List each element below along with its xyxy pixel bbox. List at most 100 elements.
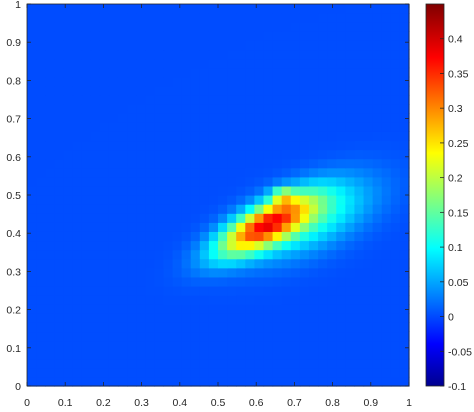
heatmap-cell	[36, 267, 46, 278]
heatmap-cell	[63, 213, 74, 223]
heatmap-cell	[136, 113, 146, 123]
heatmap-cell	[154, 122, 165, 132]
heatmap-cell	[318, 304, 328, 314]
heatmap-cell	[90, 13, 101, 23]
heatmap-cell	[290, 31, 301, 41]
heatmap-cell	[218, 367, 228, 378]
heatmap-cell	[172, 376, 183, 387]
heatmap-cell	[390, 22, 401, 32]
heatmap-cell	[199, 122, 210, 132]
heatmap-cell	[99, 49, 110, 60]
heatmap-cell	[136, 22, 146, 32]
heatmap-cell	[145, 140, 155, 151]
heatmap-cell	[281, 231, 292, 242]
heatmap-cell	[254, 285, 265, 296]
heatmap-cell	[236, 58, 246, 69]
heatmap-cell	[363, 195, 374, 205]
heatmap-cell	[172, 276, 183, 287]
heatmap-cell	[145, 331, 155, 342]
heatmap-cell	[336, 94, 346, 105]
heatmap-cell	[218, 158, 228, 169]
heatmap-cell	[172, 313, 183, 323]
heatmap-cell	[208, 376, 219, 387]
heatmap-cell	[299, 149, 310, 160]
heatmap-cell	[154, 213, 165, 223]
heatmap-cell	[154, 367, 165, 378]
heatmap-cell	[172, 295, 183, 305]
heatmap-cell	[163, 49, 174, 60]
heatmap-cell	[263, 158, 274, 169]
heatmap-cell	[145, 122, 155, 132]
heatmap-cell	[127, 213, 137, 223]
heatmap-cell	[27, 204, 37, 214]
heatmap-cell	[181, 276, 192, 287]
heatmap-cell	[208, 331, 219, 342]
heatmap-cell	[281, 276, 292, 287]
heatmap-cell	[54, 176, 64, 187]
heatmap-cell	[290, 22, 301, 32]
heatmap-cell	[81, 104, 92, 114]
heatmap-cell	[208, 313, 219, 323]
heatmap-cell	[236, 4, 246, 14]
heatmap-cell	[181, 249, 192, 260]
heatmap-cell	[54, 158, 64, 169]
heatmap-cell	[308, 31, 319, 41]
heatmap-cell	[318, 358, 328, 369]
heatmap-cell	[181, 285, 192, 296]
heatmap-cell	[72, 49, 83, 60]
heatmap-cell	[136, 249, 146, 260]
y-tick-label: 0.4	[6, 228, 21, 240]
heatmap-cell	[145, 222, 155, 232]
heatmap-cell	[27, 40, 37, 51]
heatmap-cell	[127, 295, 137, 305]
heatmap-cell	[236, 340, 246, 351]
heatmap-cell	[372, 4, 383, 14]
heatmap-cell	[336, 376, 346, 387]
heatmap-cell	[45, 13, 55, 23]
heatmap-cell	[399, 176, 410, 187]
heatmap-cell	[27, 285, 37, 296]
heatmap-cell	[327, 304, 337, 314]
heatmap-cell	[117, 40, 128, 51]
heatmap-cell	[127, 131, 137, 142]
heatmap-cell	[345, 267, 356, 278]
heatmap-cell	[181, 4, 192, 14]
heatmap-cell	[263, 58, 274, 69]
heatmap-cell	[308, 267, 319, 278]
heatmap-cell	[163, 31, 174, 41]
heatmap-cell	[363, 340, 374, 351]
heatmap-cell	[227, 349, 237, 360]
heatmap-cell	[218, 240, 228, 251]
heatmap-cell	[308, 367, 319, 378]
heatmap-cell	[54, 358, 64, 369]
heatmap-cell	[281, 322, 292, 333]
heatmap-cell	[327, 367, 337, 378]
heatmap-cell	[281, 85, 292, 96]
heatmap-cell	[208, 4, 219, 14]
heatmap-cell	[263, 140, 274, 151]
heatmap-cell	[227, 213, 237, 223]
heatmap-cell	[354, 49, 365, 60]
heatmap-cell	[318, 176, 328, 187]
heatmap-cell	[336, 58, 346, 69]
heatmap-cell	[272, 340, 283, 351]
heatmap-cell	[172, 76, 183, 87]
heatmap-cell	[363, 167, 374, 178]
heatmap-cell	[318, 367, 328, 378]
heatmap-cell	[36, 85, 46, 96]
heatmap-cell	[145, 249, 155, 260]
heatmap-cell	[72, 213, 83, 223]
heatmap-cell	[336, 258, 346, 269]
heatmap-cell	[263, 176, 274, 187]
y-tick-label: 0.8	[6, 75, 21, 87]
heatmap-cell	[308, 176, 319, 187]
heatmap-cell	[218, 304, 228, 314]
heatmap-cell	[127, 340, 137, 351]
heatmap-cells	[27, 4, 410, 387]
heatmap-cell	[399, 195, 410, 205]
heatmap-cell	[208, 349, 219, 360]
heatmap-cell	[199, 358, 210, 369]
heatmap-cell	[127, 195, 137, 205]
heatmap-cell	[199, 104, 210, 114]
heatmap-cell	[390, 185, 401, 196]
